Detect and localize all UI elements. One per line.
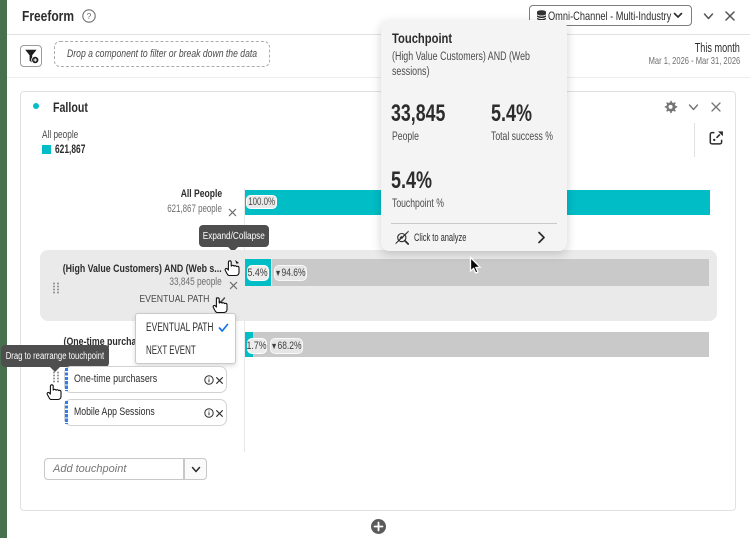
svg-text:?: ? — [87, 11, 92, 21]
